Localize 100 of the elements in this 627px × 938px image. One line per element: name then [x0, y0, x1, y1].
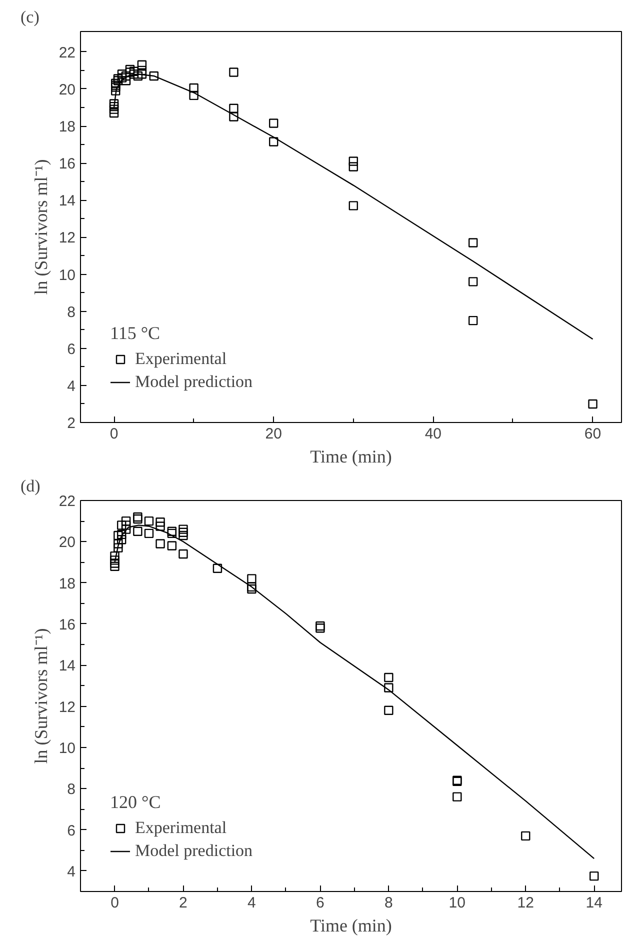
- x-tick-label: 8: [384, 894, 393, 912]
- point: [348, 156, 358, 166]
- point: [111, 86, 120, 96]
- point: [468, 238, 478, 248]
- point: [588, 399, 598, 409]
- point: [137, 60, 147, 70]
- y-tick-label: 10: [58, 266, 76, 284]
- point: [125, 64, 135, 74]
- point: [133, 514, 142, 524]
- point: [229, 68, 238, 77]
- legend-label: Experimental: [135, 818, 227, 838]
- point: [133, 526, 142, 536]
- y-tick-label: 8: [67, 781, 76, 798]
- point: [137, 70, 147, 79]
- point: [269, 118, 278, 128]
- x-axis-title: Time (min): [310, 446, 392, 466]
- y-tick-label: 16: [58, 156, 76, 173]
- y-tick-label: 22: [58, 44, 76, 62]
- point: [167, 526, 177, 536]
- y-tick-label: 6: [67, 340, 76, 358]
- x-tick-label: 60: [584, 426, 602, 442]
- point: [247, 582, 256, 592]
- point: [156, 522, 165, 531]
- point: [178, 528, 188, 537]
- legend-label: Model prediction: [135, 372, 253, 392]
- chart-title: (c): [20, 8, 40, 26]
- chart-title: (d): [20, 476, 40, 496]
- y-tick-label: 22: [58, 493, 76, 510]
- y-tick-label: 6: [67, 822, 76, 840]
- point: [247, 574, 256, 584]
- point: [114, 543, 123, 552]
- point: [116, 535, 126, 544]
- point: [384, 683, 394, 692]
- x-tick-label: 0: [110, 894, 119, 912]
- y-tick-label: 16: [58, 616, 76, 634]
- y-tick-label: 2: [67, 415, 76, 432]
- x-tick-label: 40: [424, 426, 442, 442]
- y-axis-title: ln (Survivors ml⁻¹): [30, 628, 51, 764]
- point: [114, 530, 123, 540]
- point: [316, 623, 325, 633]
- legend-label: Experimental: [135, 349, 227, 369]
- point: [189, 90, 198, 100]
- y-tick-label: 18: [58, 575, 76, 592]
- y-tick-label: 14: [58, 192, 76, 210]
- point: [110, 558, 120, 568]
- point: [269, 137, 278, 146]
- x-tick-label: 10: [448, 894, 466, 912]
- point: [384, 672, 394, 682]
- x-tick-label: 2: [179, 894, 188, 912]
- point: [521, 831, 530, 841]
- y-tick-label: 20: [58, 81, 76, 98]
- point: [116, 520, 126, 530]
- point: [133, 512, 142, 522]
- point: [144, 516, 154, 526]
- point: [212, 564, 222, 574]
- y-tick-label: 12: [58, 698, 76, 716]
- point: [468, 277, 478, 286]
- legend-title: 115 °C: [110, 323, 162, 344]
- point: [178, 530, 188, 540]
- point: [116, 530, 126, 540]
- point: [167, 528, 177, 538]
- y-tick-label: 4: [67, 863, 76, 880]
- x-tick-label: 6: [316, 894, 324, 912]
- y-tick-label: 12: [58, 230, 76, 247]
- legend-label: Model prediction: [135, 841, 253, 861]
- point: [110, 551, 120, 561]
- legend-title: 120 °C: [110, 792, 162, 813]
- point: [590, 871, 599, 881]
- point: [452, 792, 462, 802]
- point: [316, 621, 325, 631]
- point: [247, 584, 256, 594]
- point: [156, 539, 165, 548]
- point: [133, 71, 143, 81]
- point: [178, 549, 188, 559]
- y-tick-label: 10: [58, 740, 76, 757]
- point: [229, 104, 238, 114]
- point: [384, 706, 394, 716]
- point: [144, 528, 154, 538]
- point: [109, 99, 119, 108]
- x-tick-label: 12: [517, 894, 534, 912]
- point: [109, 104, 119, 114]
- point: [110, 556, 120, 565]
- point: [109, 102, 119, 112]
- point: [229, 112, 238, 122]
- x-axis-title: Time (min): [310, 916, 392, 936]
- x-tick-label: 14: [586, 894, 602, 912]
- y-tick-label: 4: [67, 378, 76, 395]
- point: [348, 201, 358, 210]
- y-tick-label: 18: [58, 118, 76, 136]
- point: [121, 76, 131, 86]
- y-tick-label: 8: [67, 304, 76, 321]
- point: [167, 541, 177, 550]
- point: [468, 316, 478, 326]
- point: [156, 518, 165, 527]
- point: [117, 70, 127, 79]
- point: [149, 71, 159, 81]
- point: [109, 108, 119, 118]
- y-tick-label: 14: [58, 658, 76, 675]
- y-tick-label: 20: [58, 534, 76, 552]
- point: [189, 83, 198, 93]
